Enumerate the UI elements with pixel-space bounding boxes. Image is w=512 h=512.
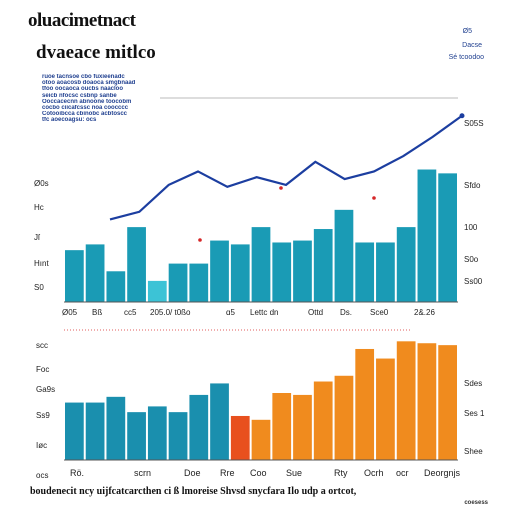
note-line: tfoo oocaoca oucbs naacloo bbox=[42, 86, 124, 93]
bar-bottom bbox=[168, 412, 188, 460]
bar-bottom bbox=[230, 415, 250, 460]
right-tick-top: Ss00 bbox=[464, 277, 483, 286]
y-tick-bottom: Ss9 bbox=[36, 411, 50, 420]
y-tick-bottom: Iøc bbox=[36, 441, 47, 450]
x-tick-top: 2&.26 bbox=[414, 308, 435, 317]
bar-bottom bbox=[189, 394, 209, 460]
x-tick-bottom: Doe bbox=[184, 468, 201, 478]
bar-bottom bbox=[106, 396, 126, 460]
bar-top bbox=[65, 250, 84, 302]
trend-line bbox=[109, 114, 463, 221]
note-line: Ooccacecnn abnoone toocobm bbox=[42, 98, 132, 105]
right-tick-bottom: Shee bbox=[464, 447, 483, 456]
bar-top bbox=[210, 240, 229, 302]
right-tick-top: S05S bbox=[464, 119, 484, 128]
x-tick-bottom: Deorgnjs bbox=[424, 468, 461, 478]
bar-bottom bbox=[438, 345, 457, 460]
y-tick-bottom: Foc bbox=[36, 365, 49, 374]
bar-top bbox=[334, 209, 354, 302]
bar-top bbox=[168, 263, 188, 302]
bar-top bbox=[293, 240, 312, 302]
bar-bottom bbox=[334, 375, 354, 460]
bar-top bbox=[251, 227, 271, 302]
bar-bottom bbox=[147, 406, 167, 460]
x-tick-top: Bß bbox=[92, 308, 102, 317]
bar-top bbox=[396, 227, 416, 302]
y-tick-bottom: scc bbox=[36, 341, 48, 350]
accent-marker bbox=[198, 238, 202, 242]
right-tick-top: Sfdo bbox=[464, 181, 481, 190]
x-tick-top: ɑ5 bbox=[226, 308, 235, 317]
accent-marker bbox=[279, 186, 283, 190]
bar-bottom bbox=[127, 412, 146, 460]
note-line: ruoe tacnsoe cbo fuxieenadc bbox=[42, 74, 125, 80]
right-tick-bottom: Sdes bbox=[464, 379, 482, 388]
bar-bottom bbox=[210, 383, 229, 460]
bar-bottom bbox=[65, 402, 84, 460]
x-tick-top: cc5 bbox=[124, 308, 137, 317]
y-tick-top: Ø0s bbox=[34, 179, 49, 188]
right-tick-top: 100 bbox=[464, 223, 478, 232]
x-tick-top: Ds. bbox=[340, 308, 352, 317]
x-tick-bottom: scrn bbox=[134, 468, 151, 478]
bar-top bbox=[376, 242, 395, 302]
bar-top bbox=[106, 271, 126, 302]
x-tick-top: Ø05 bbox=[62, 308, 78, 317]
y-tick-top: Hc bbox=[34, 203, 44, 212]
note-line: cocbo ciicafcssc noa coocccc bbox=[42, 105, 129, 112]
caption-small: coesess bbox=[464, 500, 488, 506]
bar-bottom bbox=[376, 358, 395, 460]
chart-title: oluacimetnact bbox=[28, 10, 136, 31]
right-tick-bottom: Ses 1 bbox=[464, 409, 485, 418]
y-tick-top: Hınt bbox=[34, 259, 49, 268]
bar-bottom bbox=[313, 381, 333, 460]
y-tick-bottom: ocs bbox=[36, 471, 48, 480]
trend-endpoint bbox=[459, 113, 465, 119]
note-line: seicb nfocsc csbnp sanbe bbox=[42, 92, 117, 99]
bar-top bbox=[355, 242, 375, 302]
bar-top bbox=[189, 263, 209, 302]
corner-label-1: Ø5 bbox=[462, 28, 472, 35]
x-tick-bottom: Rre bbox=[220, 468, 235, 478]
x-tick-bottom: Rö. bbox=[70, 468, 84, 478]
bar-bottom bbox=[293, 394, 312, 460]
corner-label-2: Dacse bbox=[462, 42, 482, 49]
x-tick-top: Ottd bbox=[308, 308, 323, 317]
bar-top bbox=[147, 280, 167, 302]
note-line: tfc aoecoagsu: ocs bbox=[42, 117, 97, 124]
bar-bottom bbox=[85, 402, 105, 460]
x-tick-bottom: Ocrh bbox=[364, 468, 384, 478]
note-line: Cotooibcca cbinobc acbtoscc bbox=[42, 111, 128, 118]
bar-bottom bbox=[272, 393, 292, 460]
x-tick-top: Lettc dn bbox=[250, 308, 278, 317]
x-tick-bottom: Coo bbox=[250, 468, 267, 478]
y-tick-top: S0 bbox=[34, 283, 44, 292]
bar-top bbox=[438, 173, 457, 302]
chart-subtitle: dvaeace mitlco bbox=[36, 42, 156, 63]
y-tick-top: Jſ bbox=[34, 233, 41, 242]
x-tick-bottom: Sue bbox=[286, 468, 302, 478]
notes-block: ruoe tacnsoe cbo fuxieenadc otoo aoacosb… bbox=[42, 74, 167, 124]
note-line: otoo aoacosb doaoca smgbnaad bbox=[42, 80, 136, 87]
x-tick-top: 205.0/ t0ßo bbox=[150, 308, 191, 317]
corner-label-3: Sé tcoodoo bbox=[448, 54, 484, 61]
bar-top bbox=[272, 242, 292, 302]
chart-caption: boudenecit ncy uijfcatcarcthen ci ß lmor… bbox=[30, 486, 357, 497]
bar-top bbox=[417, 169, 437, 302]
bar-bottom bbox=[251, 419, 271, 460]
bar-top bbox=[127, 227, 146, 302]
bar-top bbox=[85, 244, 105, 302]
accent-marker bbox=[372, 196, 376, 200]
x-tick-top: Sce0 bbox=[370, 308, 389, 317]
right-tick-top: S0o bbox=[464, 255, 479, 264]
x-tick-bottom: Rty bbox=[334, 468, 348, 478]
bar-bottom bbox=[396, 341, 416, 460]
y-tick-bottom: Ga9s bbox=[36, 385, 55, 394]
bar-bottom bbox=[355, 348, 375, 460]
bar-bottom bbox=[417, 343, 437, 460]
bar-top bbox=[313, 229, 333, 302]
x-tick-bottom: ocr bbox=[396, 468, 409, 478]
bar-top bbox=[230, 244, 250, 302]
